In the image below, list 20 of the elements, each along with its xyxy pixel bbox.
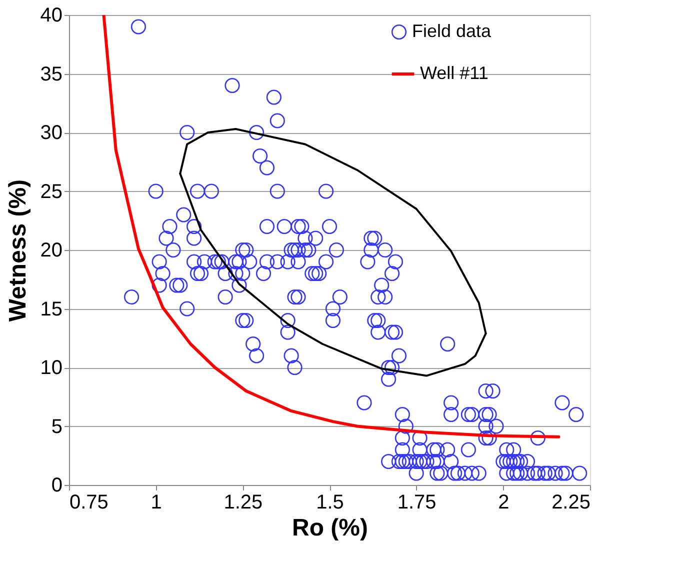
x-tick-label: 1.5 — [316, 492, 344, 514]
legend-label: Field data — [412, 21, 492, 41]
y-tick-label: 25 — [40, 180, 62, 203]
x-tick-label: 0.75 — [70, 492, 108, 514]
x-axis-title: Ro (%) — [292, 514, 368, 542]
y-tick-label: 20 — [40, 240, 62, 262]
x-tick-label: 2.25 — [552, 492, 590, 514]
y-tick-label: 40 — [40, 4, 62, 26]
y-tick-label: 0 — [51, 474, 62, 496]
x-tick-label: 1.25 — [224, 492, 263, 514]
x-tick-label: 2 — [498, 492, 510, 514]
y-tick-label: 30 — [40, 122, 62, 144]
y-tick-label: 35 — [40, 63, 62, 86]
y-axis-title: Wetness (%) — [4, 179, 32, 322]
y-tick-label: 5 — [51, 416, 62, 438]
y-tick-label: 10 — [40, 357, 62, 379]
y-tick-label: 15 — [40, 298, 62, 320]
x-tick-label: 1.75 — [397, 492, 436, 514]
legend-label: Well #11 — [420, 63, 488, 83]
x-tick-label: 1 — [150, 492, 162, 514]
